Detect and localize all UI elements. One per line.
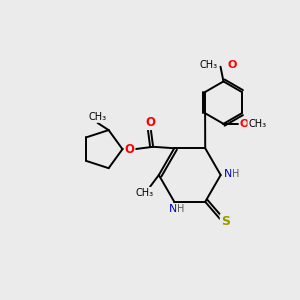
Text: O: O	[240, 119, 249, 129]
Text: H: H	[177, 204, 184, 214]
Text: O: O	[124, 142, 134, 156]
Text: N: N	[224, 169, 232, 178]
Text: O: O	[227, 60, 236, 70]
Text: O: O	[146, 116, 156, 129]
Text: CH₃: CH₃	[248, 119, 266, 129]
Text: CH₃: CH₃	[200, 60, 218, 70]
Text: H: H	[232, 169, 240, 178]
Text: CH₃: CH₃	[88, 112, 106, 122]
Text: S: S	[221, 215, 230, 228]
Text: CH₃: CH₃	[135, 188, 153, 198]
Text: N: N	[169, 204, 177, 214]
